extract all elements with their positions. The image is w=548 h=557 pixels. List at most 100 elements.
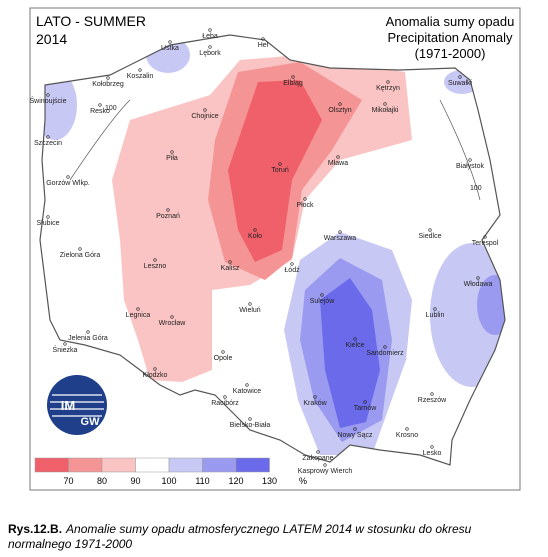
city-marker xyxy=(338,230,342,234)
city-marker xyxy=(136,307,140,311)
city-label: Piła xyxy=(166,155,178,162)
city-label: Gorzów Wlkp. xyxy=(46,180,90,187)
city-marker xyxy=(430,392,434,396)
city-label: Słubice xyxy=(37,220,60,227)
city-label: Białystok xyxy=(456,163,485,170)
city-label: Kasprowy Wierch xyxy=(298,468,353,475)
city-marker xyxy=(483,235,487,239)
city-marker xyxy=(428,228,432,232)
city-marker xyxy=(168,40,172,44)
caption: Rys.12.B. Anomalie sumy opadu atmosferycz… xyxy=(8,522,538,552)
city-marker xyxy=(208,45,212,49)
city-label: Zielona Góra xyxy=(60,252,101,259)
city-marker xyxy=(363,400,367,404)
city-label: Kalisz xyxy=(221,265,240,272)
city-label: Leszno xyxy=(144,263,167,270)
city-marker xyxy=(46,215,50,219)
title-right: (1971-2000) xyxy=(415,46,486,61)
city-marker xyxy=(320,293,324,297)
city-label: Świnoujście xyxy=(30,96,67,105)
city-label: Ustka xyxy=(161,45,179,52)
city-label: Suwałki xyxy=(448,80,473,87)
city-marker xyxy=(458,75,462,79)
city-marker xyxy=(476,276,480,280)
city-label: Kołobrzeg xyxy=(92,81,124,88)
legend-label: 70 xyxy=(63,476,73,486)
contour-label: 100 xyxy=(105,105,117,112)
legend-swatch xyxy=(168,457,203,473)
city-label: Kętrzyn xyxy=(376,85,400,92)
city-marker xyxy=(405,427,409,431)
city-marker xyxy=(208,28,212,32)
legend-swatch xyxy=(235,457,270,473)
city-label: Wieluń xyxy=(239,307,261,314)
city-label: Kraków xyxy=(303,400,327,407)
city-label: Mława xyxy=(328,160,348,167)
city-label: Wrocław xyxy=(159,320,187,327)
city-marker xyxy=(383,102,387,106)
city-label: Hel xyxy=(258,42,269,49)
city-marker xyxy=(46,93,50,97)
city-label: Racibórz xyxy=(211,400,239,407)
city-marker xyxy=(106,76,110,80)
legend-swatch xyxy=(101,457,136,473)
legend-label: 120 xyxy=(228,476,243,486)
city-marker xyxy=(433,307,437,311)
title-right: Precipitation Anomaly xyxy=(387,30,513,45)
city-marker xyxy=(63,342,67,346)
city-marker xyxy=(221,350,225,354)
city-marker xyxy=(138,68,142,72)
legend-swatch xyxy=(34,457,69,473)
caption-text: Anomalie sumy opadu atmosferycznego LATE… xyxy=(8,522,472,551)
title-left: LATO - SUMMER xyxy=(36,13,146,29)
legend-label: 110 xyxy=(195,476,209,486)
city-label: Kłodzko xyxy=(143,372,168,379)
city-label: Legnica xyxy=(126,312,151,319)
city-marker xyxy=(468,158,472,162)
city-marker xyxy=(290,262,294,266)
city-label: Kielce xyxy=(345,342,364,349)
city-marker xyxy=(313,395,317,399)
legend-swatch xyxy=(202,457,237,473)
city-marker xyxy=(153,367,157,371)
city-label: Sulejów xyxy=(310,298,335,305)
legend-swatch xyxy=(68,457,103,473)
city-label: Elbląg xyxy=(283,80,303,87)
legend-label: 90 xyxy=(130,476,140,486)
city-label: Śnieżka xyxy=(53,345,78,354)
city-marker xyxy=(261,37,265,41)
logo-text: GW xyxy=(81,416,101,428)
city-marker xyxy=(278,162,282,166)
contour-line xyxy=(69,99,481,201)
city-marker xyxy=(170,150,174,154)
logo-text: IM xyxy=(61,398,75,413)
city-label: Jelenia Góra xyxy=(68,335,108,342)
city-marker xyxy=(316,450,320,454)
city-marker xyxy=(248,417,252,421)
contour-label: 100 xyxy=(470,185,482,192)
city-marker xyxy=(153,258,157,262)
city-label: Opole xyxy=(214,355,233,362)
city-label: Toruń xyxy=(271,167,289,174)
legend-label: 80 xyxy=(97,476,107,486)
city-label: Lębork xyxy=(199,50,221,57)
city-marker xyxy=(386,80,390,84)
city-marker xyxy=(430,445,434,449)
city-marker xyxy=(46,135,50,139)
city-label: Poznań xyxy=(156,213,180,220)
city-label: Lublin xyxy=(426,312,445,319)
city-label: Rzeszów xyxy=(418,397,447,404)
city-label: Łódź xyxy=(284,267,300,274)
city-marker xyxy=(248,302,252,306)
city-marker xyxy=(78,247,82,251)
legend-label: 130 xyxy=(262,476,277,486)
city-marker xyxy=(353,427,357,431)
city-label: Tarnów xyxy=(354,405,378,412)
city-label: Sandomierz xyxy=(366,350,404,357)
city-marker xyxy=(98,103,102,107)
city-marker xyxy=(383,345,387,349)
city-label: Bielsko-Biała xyxy=(230,422,271,429)
city-label: Mikołajki xyxy=(372,107,399,114)
city-marker xyxy=(228,260,232,264)
